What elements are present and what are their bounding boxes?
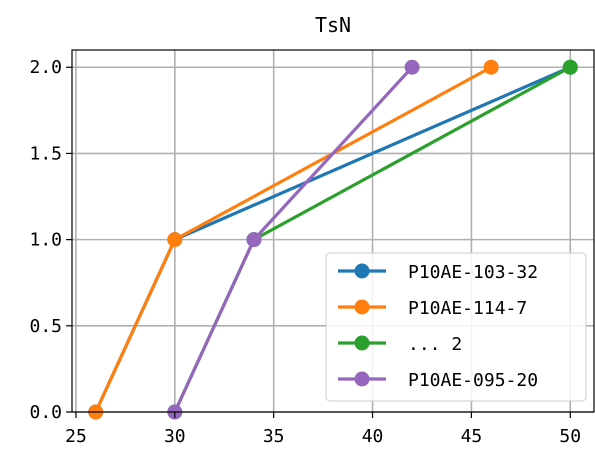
legend-label: P10AE-095-20	[408, 370, 538, 391]
data-point	[167, 232, 183, 248]
data-point	[562, 59, 578, 75]
x-tick-label: 40	[362, 426, 384, 447]
legend-item: P10AE-103-32	[338, 262, 538, 283]
y-axis: 0.0 0.5 1.0 1.5 2.0	[29, 57, 72, 423]
legend-marker	[354, 263, 370, 279]
x-tick-label: 50	[559, 426, 581, 447]
data-point	[404, 59, 420, 75]
legend-marker	[354, 299, 370, 315]
legend-item: ... 2	[338, 334, 462, 355]
y-tick-label: 0.0	[29, 402, 62, 423]
x-tick-label: 30	[164, 426, 186, 447]
y-tick-label: 0.5	[29, 316, 62, 337]
chart-title: TsN	[315, 13, 351, 37]
legend-item: P10AE-095-20	[338, 370, 538, 391]
legend: P10AE-103-32 P10AE-114-7 ... 2 P10AE-095-20	[325, 252, 587, 402]
y-tick-label: 1.0	[29, 230, 62, 251]
legend-label: P10AE-103-32	[408, 262, 538, 283]
x-tick-label: 45	[461, 426, 483, 447]
x-tick-label: 25	[65, 426, 87, 447]
y-tick-label: 2.0	[29, 57, 62, 78]
y-tick-label: 1.5	[29, 143, 62, 164]
x-axis: 25 30 35 40 45 50	[65, 412, 581, 447]
plot-frame	[71, 49, 595, 413]
legend-marker	[354, 371, 370, 387]
legend-label: ... 2	[408, 334, 462, 355]
legend-label: P10AE-114-7	[408, 298, 527, 319]
series-group	[88, 59, 578, 420]
data-point	[246, 232, 262, 248]
legend-item: P10AE-114-7	[338, 298, 527, 319]
legend-marker	[354, 335, 370, 351]
legend-box	[325, 252, 587, 402]
data-point	[483, 59, 499, 75]
x-tick-label: 35	[263, 426, 285, 447]
